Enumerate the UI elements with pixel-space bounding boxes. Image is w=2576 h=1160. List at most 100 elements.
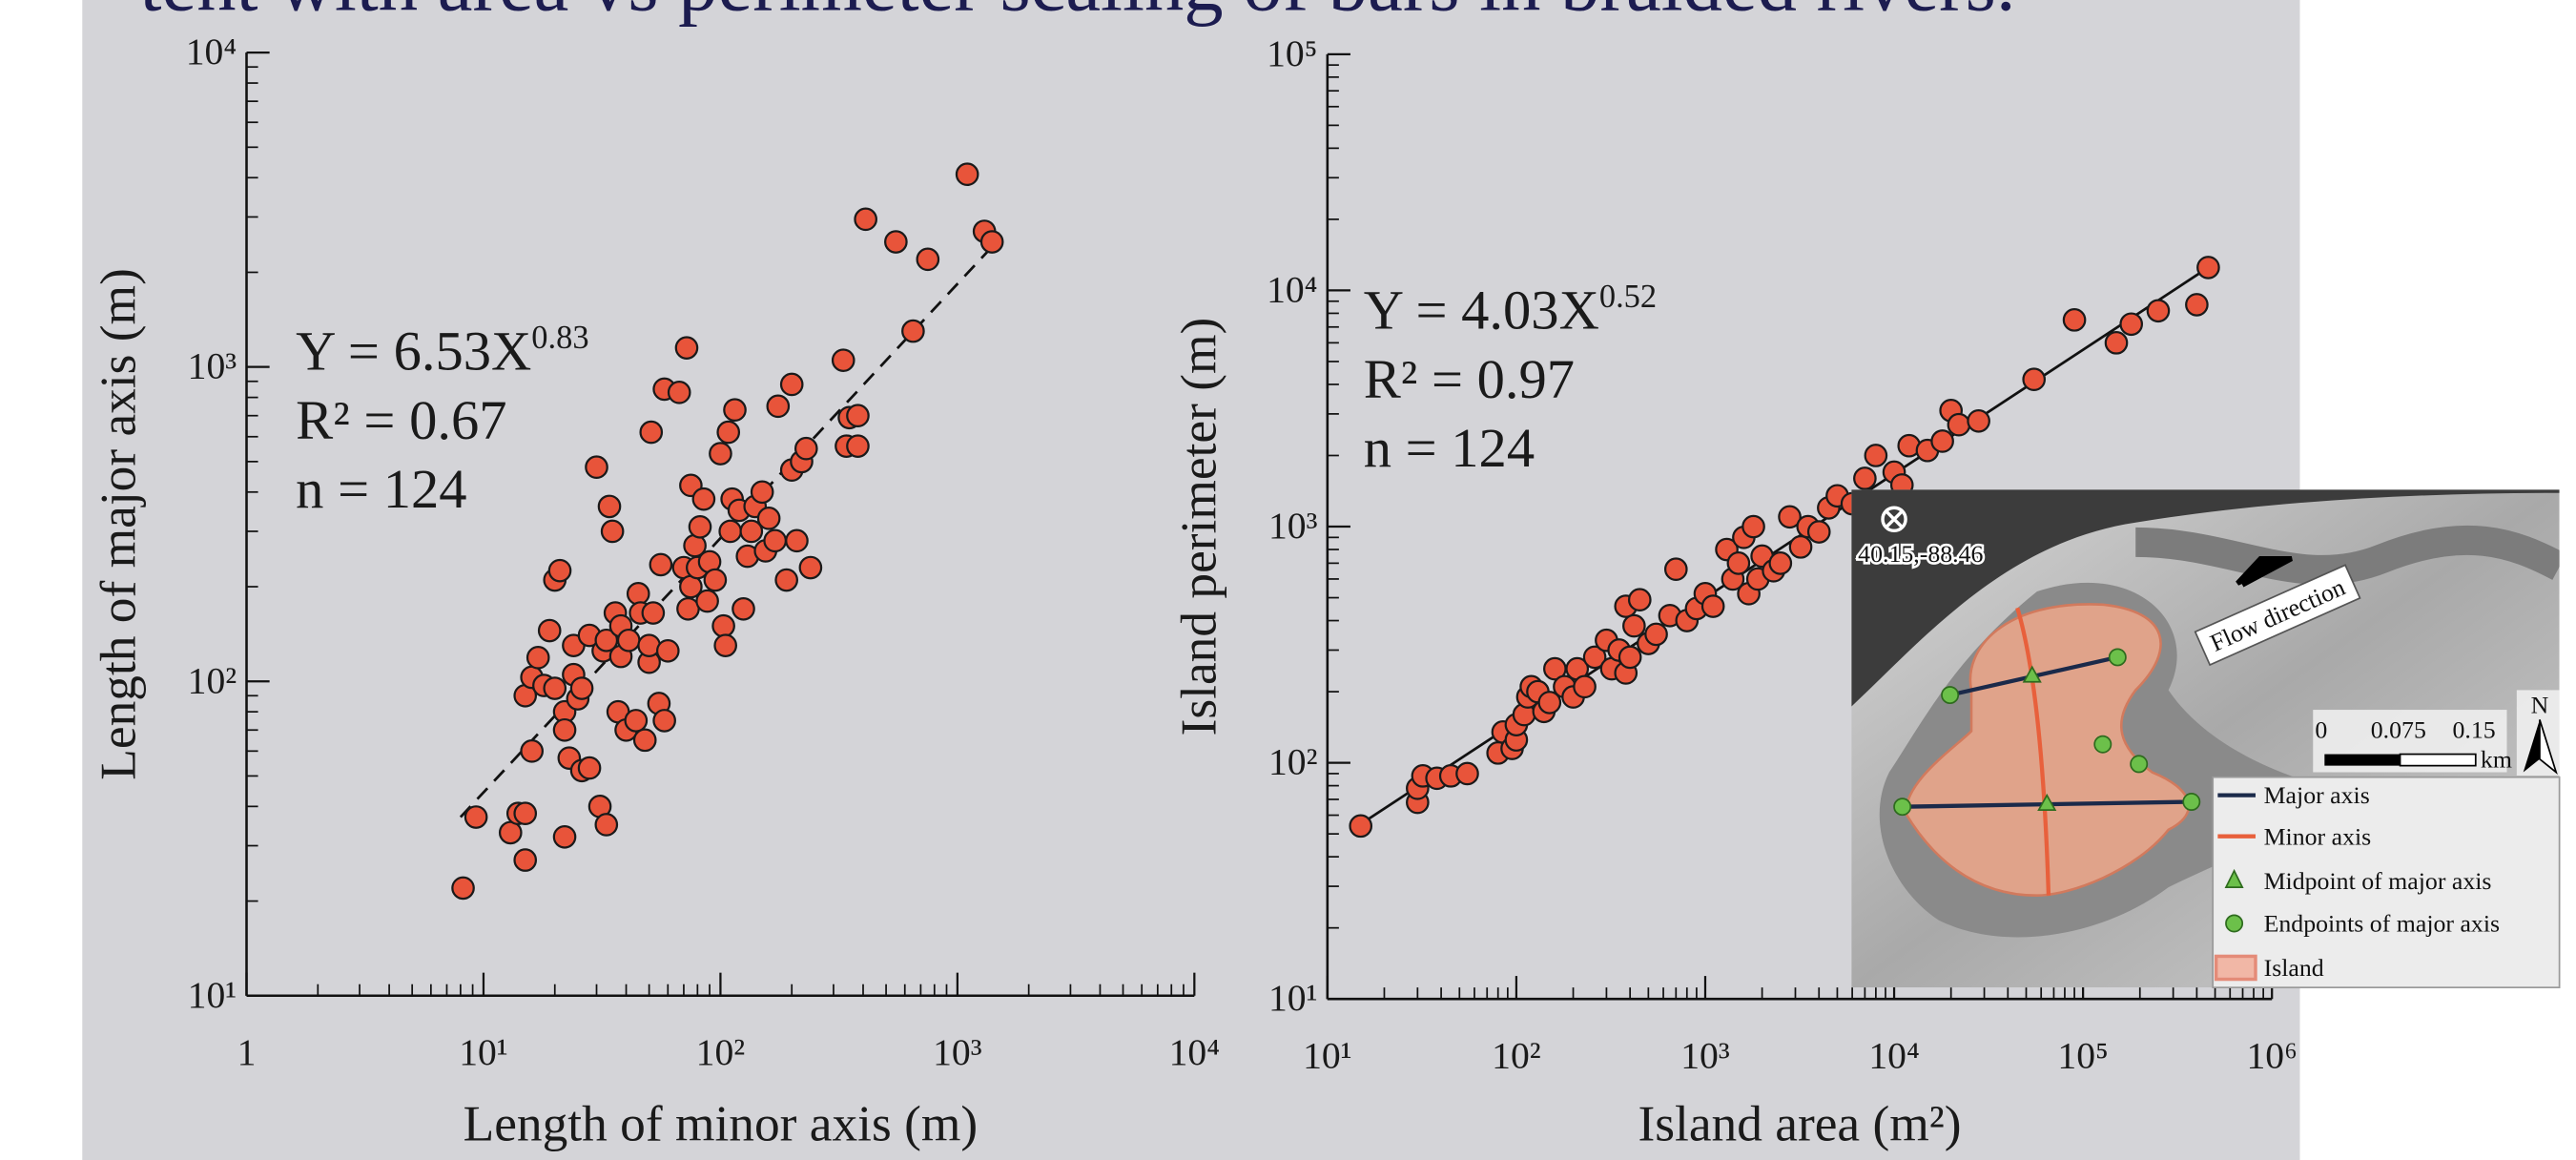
- data-point: [902, 321, 923, 342]
- x-tick-label: 10²: [1492, 1035, 1541, 1077]
- data-point: [1623, 615, 1644, 636]
- data-point: [1728, 552, 1749, 573]
- data-point: [710, 443, 731, 464]
- data-point: [718, 422, 739, 443]
- legend-label: Minor axis: [2264, 822, 2372, 850]
- data-point: [465, 806, 486, 827]
- data-point: [981, 231, 1002, 252]
- scale-label: 0: [2315, 715, 2327, 743]
- x-tick-label: 10⁴: [1868, 1035, 1919, 1077]
- annotation-exponent: 0.52: [1599, 279, 1657, 315]
- x-axis-label: Length of minor axis (m): [464, 1094, 979, 1151]
- x-tick-label: 10¹: [1303, 1035, 1352, 1077]
- figure: tent with area vs perimeter scaling of b…: [0, 0, 2576, 1160]
- data-point: [885, 231, 906, 252]
- data-point: [855, 209, 876, 230]
- data-point: [690, 516, 711, 537]
- data-point: [626, 710, 647, 731]
- data-point: [720, 521, 741, 542]
- data-point: [693, 488, 714, 509]
- data-point: [596, 814, 617, 835]
- data-point: [847, 435, 868, 456]
- data-point: [586, 457, 607, 478]
- data-point: [1770, 552, 1791, 573]
- data-point: [712, 615, 733, 636]
- data-point: [677, 598, 698, 619]
- x-tick-label: 10⁶: [2246, 1035, 2297, 1077]
- x-axis-label: Island area (m²): [1638, 1094, 1961, 1151]
- y-tick-label: 10²: [188, 659, 237, 701]
- data-point: [1808, 521, 1829, 542]
- legend-label: Island: [2264, 954, 2324, 982]
- data-point: [554, 719, 575, 740]
- endpoint-marker: [2183, 794, 2199, 810]
- inset-map: 40.15,-88.46 Flow direction 0 0.075 0.15…: [1851, 489, 2559, 987]
- x-tick-label: 10⁵: [2057, 1035, 2108, 1077]
- annotation: R² = 0.67: [296, 389, 506, 451]
- y-tick-label: 10⁵: [1267, 32, 1317, 74]
- annotation-text: Y = 4.03X: [1364, 279, 1599, 341]
- x-tick-label: 10¹: [459, 1031, 507, 1073]
- x-tick-label: 10³: [933, 1031, 982, 1073]
- data-point: [2106, 332, 2127, 353]
- annotation-text: R² = 0.97: [1364, 348, 1575, 410]
- data-point: [2064, 309, 2085, 330]
- data-point: [571, 677, 592, 698]
- data-point: [515, 802, 536, 823]
- data-point: [1702, 595, 1723, 616]
- legend-label: Midpoint of major axis: [2264, 867, 2492, 895]
- page-title: tent with area vs perimeter scaling of b…: [140, 0, 2016, 27]
- data-point: [1968, 410, 1989, 431]
- data-point: [705, 570, 726, 590]
- data-point: [775, 570, 796, 590]
- y-tick-label: 10³: [1268, 505, 1318, 547]
- data-point: [650, 554, 671, 575]
- data-point: [833, 349, 854, 370]
- data-point: [500, 822, 521, 843]
- data-point: [781, 374, 802, 395]
- data-point: [1629, 590, 1650, 611]
- data-point: [795, 438, 816, 459]
- data-point: [1665, 559, 1686, 580]
- data-point: [1931, 430, 1952, 451]
- data-point: [549, 560, 570, 581]
- data-point: [724, 400, 745, 421]
- data-point: [1865, 445, 1886, 466]
- scale-bar-black: [2324, 755, 2400, 766]
- data-point: [1574, 676, 1595, 697]
- y-tick-label: 10⁴: [186, 31, 237, 72]
- endpoint-marker: [2110, 649, 2126, 665]
- data-point: [752, 482, 773, 503]
- y-axis-label: Island perimeter (m): [1170, 318, 1227, 736]
- data-point: [515, 849, 536, 870]
- data-point: [847, 405, 868, 426]
- x-tick-label: 10²: [696, 1031, 745, 1073]
- data-point: [758, 508, 779, 528]
- data-point: [732, 598, 753, 619]
- data-point: [1854, 467, 1875, 488]
- data-point: [1790, 536, 1811, 557]
- north-label: N: [2531, 692, 2549, 719]
- legend-label: Endpoints of major axis: [2264, 910, 2501, 938]
- annotation: n = 124: [296, 458, 466, 520]
- legend-label: Major axis: [2264, 781, 2370, 809]
- data-point: [657, 640, 678, 661]
- data-point: [917, 249, 938, 270]
- page: {"title": "tent with area vs perimeter s…: [0, 0, 2576, 1160]
- data-point: [2148, 300, 2169, 321]
- data-point: [669, 382, 690, 403]
- data-point: [768, 396, 789, 417]
- annotation: n = 124: [1364, 417, 1535, 479]
- data-point: [786, 530, 807, 551]
- data-point: [800, 557, 821, 578]
- data-point: [1742, 516, 1763, 537]
- endpoint-marker: [2131, 756, 2147, 772]
- data-point: [1948, 414, 1969, 435]
- y-tick-label: 10¹: [1268, 977, 1318, 1019]
- legend-swatch: [2226, 915, 2242, 931]
- annotation-text: R² = 0.67: [296, 389, 506, 451]
- y-tick-label: 10¹: [188, 974, 237, 1016]
- data-point: [628, 583, 649, 604]
- data-point: [618, 630, 639, 651]
- data-point: [764, 530, 785, 551]
